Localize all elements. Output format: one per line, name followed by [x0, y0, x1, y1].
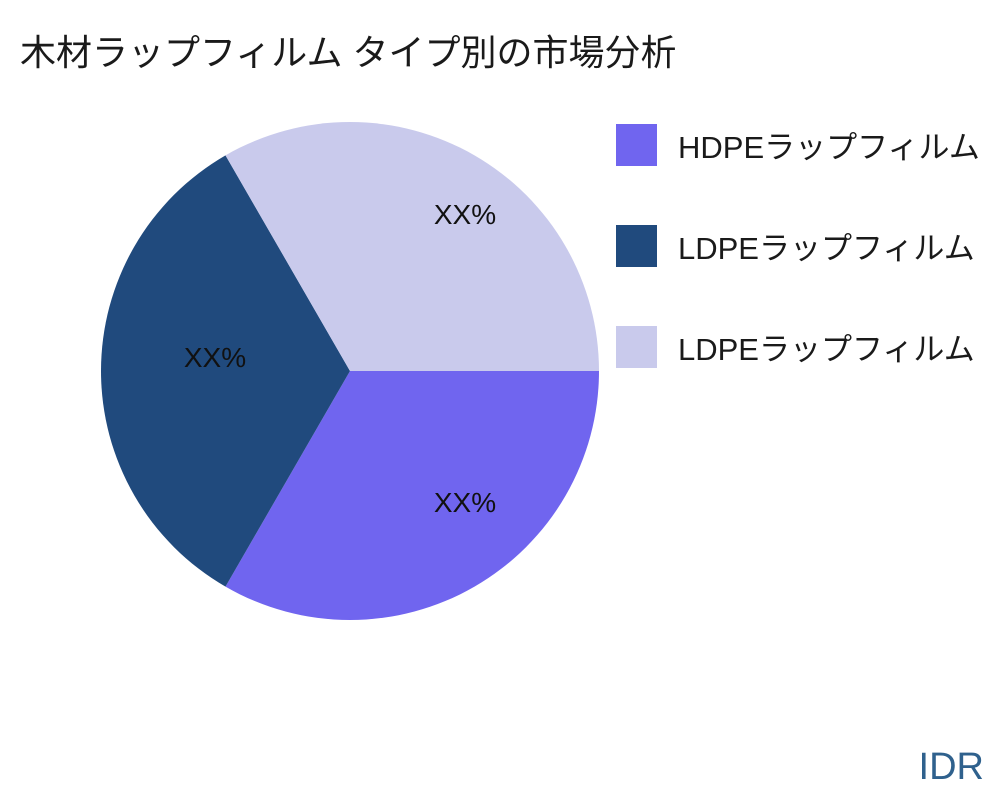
- pie-slice-percentage-label: XX%: [433, 487, 497, 518]
- legend-item: HDPEラップフィルム: [616, 122, 980, 167]
- pie-slice-0: [225, 371, 599, 620]
- chart-title: 木材ラップフィルム タイプ別の市場分析: [20, 32, 677, 73]
- pie-slice-2: [225, 122, 599, 371]
- legend-swatch-icon: [616, 123, 657, 166]
- brand-watermark: IDR: [918, 746, 984, 788]
- legend-swatch-icon: [616, 325, 657, 368]
- legend-item: LDPEラップフィルム: [616, 324, 980, 369]
- legend-label: LDPEラップフィルム: [678, 332, 975, 367]
- pie-slice-percentage-label: XX%: [183, 342, 247, 373]
- pie-chart: [101, 122, 599, 620]
- legend-item: LDPEラップフィルム: [616, 223, 980, 268]
- legend-label: HDPEラップフィルム: [678, 130, 980, 165]
- legend-label: LDPEラップフィルム: [678, 231, 975, 266]
- pie-slice-percentage-label: XX%: [433, 199, 497, 230]
- pie-slice-1: [101, 155, 351, 587]
- legend: HDPEラップフィルム LDPEラップフィルム LDPEラップフィルム: [616, 122, 980, 369]
- legend-swatch-icon: [616, 224, 657, 267]
